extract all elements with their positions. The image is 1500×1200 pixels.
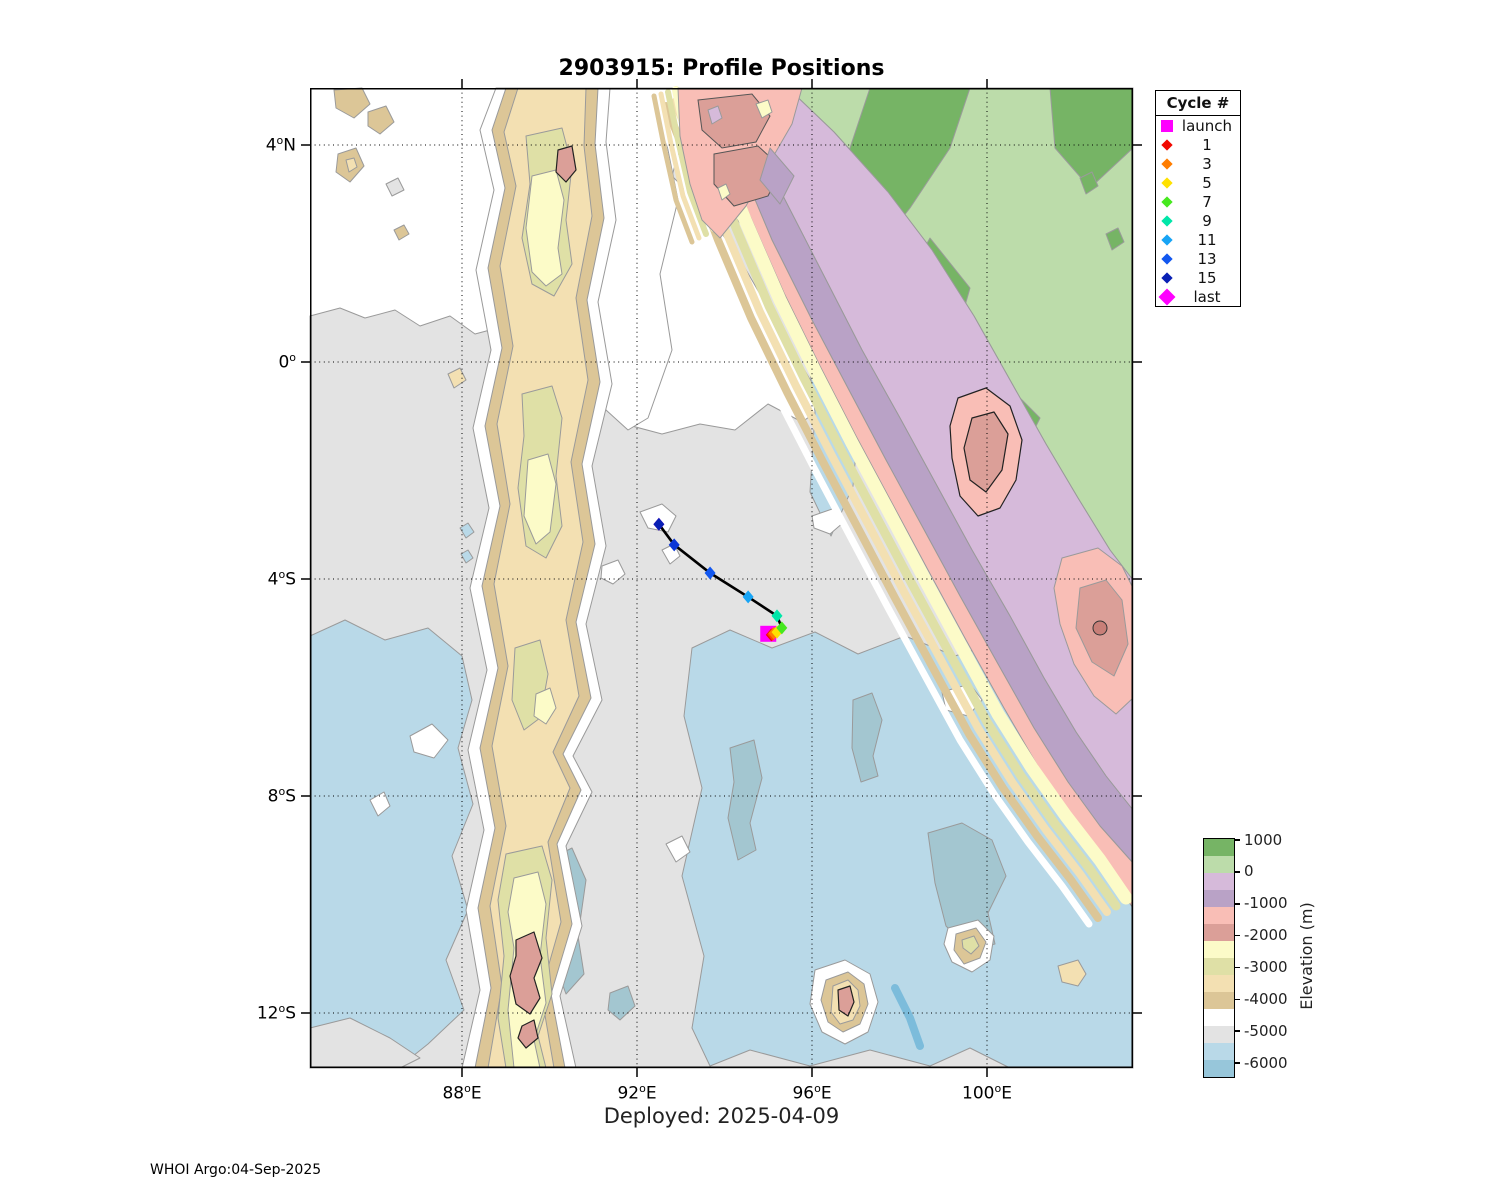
colorbar-tick-mark <box>1234 934 1240 937</box>
colorbar-tick-mark <box>1234 839 1240 841</box>
x-tick-label: 96oE <box>792 1082 832 1104</box>
legend-item-3: 3 <box>1156 154 1240 173</box>
contour-islands-seamounts <box>333 87 1087 1045</box>
diamond-marker-icon <box>1159 213 1177 229</box>
legend-item-11: 11 <box>1156 230 1240 249</box>
legend-item-13: 13 <box>1156 249 1240 268</box>
legend-title: Cycle # <box>1156 91 1240 116</box>
legend-item-label: 15 <box>1197 268 1217 287</box>
axis-tick-marks <box>301 79 1142 1077</box>
legend-item-7: 7 <box>1156 192 1240 211</box>
legend-item-label: 7 <box>1202 192 1212 211</box>
plot-frame <box>310 88 1133 1068</box>
colorbar-tick-mark <box>1234 902 1240 905</box>
grid-lines <box>310 88 1133 1068</box>
marker-cycle-14 <box>668 538 680 552</box>
deployed-date-label: Deployed: 2025-04-09 <box>603 1104 840 1128</box>
diamond-marker-icon <box>1159 137 1177 153</box>
marker-cycle-15 <box>653 517 665 531</box>
square-marker-icon <box>1159 118 1177 134</box>
colorbar-segment <box>1204 873 1234 890</box>
y-tick-label: 8oS <box>267 785 296 807</box>
colorbar-tick-mark <box>1234 998 1240 1001</box>
colorbar-tick-mark <box>1234 871 1240 873</box>
colorbar-tick-mark <box>1234 1062 1240 1064</box>
x-tick-label: 92oE <box>617 1082 657 1104</box>
marker-cycle-9 <box>771 609 783 623</box>
marker-cycle-13 <box>704 566 716 580</box>
legend-item-label: 5 <box>1202 173 1212 192</box>
legend-item-9: 9 <box>1156 211 1240 230</box>
legend-item-launch: launch <box>1156 116 1240 135</box>
x-tick-label: 88oE <box>442 1082 482 1104</box>
colorbar-axis-label: Elevation (m) <box>1297 902 1316 1010</box>
page-title: 2903915: Profile Positions <box>558 56 885 81</box>
colorbar-segment <box>1204 924 1234 941</box>
diamond-marker-icon <box>1159 175 1177 191</box>
legend-item-label: 1 <box>1202 135 1212 154</box>
legend-item-label: launch <box>1181 116 1233 135</box>
colorbar-segment <box>1204 1060 1234 1077</box>
diamond-marker-icon <box>1158 288 1177 305</box>
colorbar-tick-label: 1000 <box>1244 830 1283 849</box>
bathymetry-contour-map <box>301 79 1142 1077</box>
colorbar-segment <box>1204 1043 1234 1060</box>
legend-item-label: 3 <box>1202 154 1212 173</box>
legend-item-1: 1 <box>1156 135 1240 154</box>
legend-item-label: 11 <box>1197 230 1217 249</box>
legend-item-label: last <box>1193 287 1221 306</box>
y-tick-label: 12oS <box>256 1002 296 1024</box>
map-plot-area <box>301 79 1142 1077</box>
marker-cycle-11 <box>742 590 754 604</box>
y-tick-label: 0o <box>278 351 296 373</box>
diamond-marker-icon <box>1159 270 1177 286</box>
float-trajectory <box>653 517 788 642</box>
contour-north-complex <box>651 86 803 245</box>
colorbar-segment <box>1204 992 1234 1009</box>
colorbar-segment <box>1204 856 1234 873</box>
colorbar-tick-label: -5000 <box>1244 1021 1288 1040</box>
y-tick-label: 4oS <box>267 568 296 590</box>
legend-items: launch 1 3 5 7 9 11 13 15 last <box>1156 116 1240 306</box>
x-tick-label: 100oE <box>962 1082 1012 1104</box>
colorbar-tick-mark <box>1234 1030 1240 1032</box>
legend-item-label: 13 <box>1197 249 1217 268</box>
colorbar-segment <box>1204 1009 1234 1026</box>
footer-source-label: WHOI Argo:04-Sep-2025 <box>150 1162 322 1178</box>
legend-item-last: last <box>1156 287 1240 306</box>
y-tick-label: 4oN <box>265 134 296 156</box>
colorbar-segment <box>1204 907 1234 924</box>
colorbar-tick-label: -2000 <box>1244 926 1288 945</box>
colorbar-tick-label: 0 <box>1244 862 1254 881</box>
colorbar-tick-mark <box>1234 966 1240 969</box>
colorbar-segment <box>1204 1026 1234 1043</box>
colorbar-segment <box>1204 958 1234 975</box>
contour-ridge <box>447 87 617 1069</box>
diamond-marker-icon <box>1159 194 1177 210</box>
colorbar-tick-label: -1000 <box>1244 894 1288 913</box>
legend-item-5: 5 <box>1156 173 1240 192</box>
legend-item-15: 15 <box>1156 268 1240 287</box>
legend-item-label: 9 <box>1202 211 1212 230</box>
marker-cycle-7 <box>776 621 788 635</box>
diamond-marker-icon <box>1159 232 1177 248</box>
colorbar-segment <box>1204 941 1234 958</box>
colorbar-tick-label: -6000 <box>1244 1053 1288 1072</box>
colorbar-tick-label: -3000 <box>1244 957 1288 976</box>
colorbar-segment <box>1204 975 1234 992</box>
cycle-legend: Cycle # launch 1 3 5 7 9 11 13 15 last <box>1155 90 1241 307</box>
diamond-marker-icon <box>1159 251 1177 267</box>
colorbar-segment <box>1204 890 1234 907</box>
colorbar-segment <box>1204 839 1234 856</box>
diamond-marker-icon <box>1159 156 1177 172</box>
elevation-colorbar <box>1203 838 1235 1078</box>
colorbar-tick-label: -4000 <box>1244 989 1288 1008</box>
